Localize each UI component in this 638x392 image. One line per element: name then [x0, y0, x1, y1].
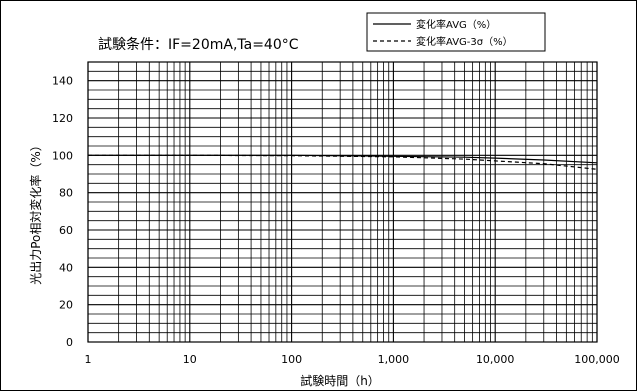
series-line-avg-3sigma [88, 154, 598, 170]
legend-label-avg: 変化率AVG（%） [416, 18, 496, 31]
x-tick-label: 10,000 [476, 353, 515, 366]
x-tick-label: 1 [85, 353, 92, 366]
legend-label-avg-3sigma: 変化率AVG-3σ（%） [416, 35, 513, 48]
y-tick-label: 20 [59, 299, 73, 312]
y-tick-label: 0 [66, 336, 73, 349]
plot-area-border [87, 61, 598, 343]
y-tick-label: 60 [59, 224, 73, 237]
x-tick-labels: 1 10 100 1,000 10,000 100,000 [85, 353, 620, 366]
x-tick-label: 1,000 [378, 353, 410, 366]
y-tick-labels: 0 20 40 60 80 100 120 140 [52, 75, 73, 349]
test-condition-title: 試験条件：IF=20mA,Ta=40°C [98, 36, 299, 53]
series-layer [88, 154, 598, 170]
y-tick-label: 100 [52, 149, 73, 162]
y-tick-label: 40 [59, 261, 73, 274]
legend-box [366, 12, 546, 52]
y-axis-title: 光出力Po相対変化率（%） [28, 139, 43, 285]
x-tick-label: 100 [281, 353, 302, 366]
x-tick-label: 10 [183, 353, 197, 366]
grid [87, 61, 598, 343]
y-tick-label: 140 [52, 75, 73, 88]
y-tick-label: 80 [59, 187, 73, 200]
series-line-avg [88, 154, 598, 164]
x-tick-label: 100,000 [574, 353, 620, 366]
x-axis-title: 試験時間（h） [300, 373, 380, 388]
y-tick-label: 120 [52, 112, 73, 125]
legend: 変化率AVG（%） 変化率AVG-3σ（%） [366, 12, 546, 52]
